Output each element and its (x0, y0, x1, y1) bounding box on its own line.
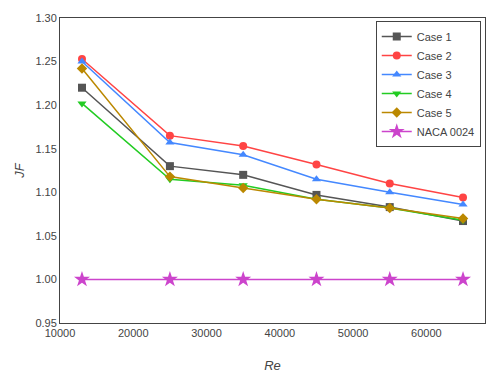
svg-text:1.10: 1.10 (35, 186, 56, 198)
svg-text:Case 1: Case 1 (417, 31, 452, 43)
svg-text:40000: 40000 (265, 327, 296, 339)
svg-text:1.05: 1.05 (35, 230, 56, 242)
svg-text:20000: 20000 (118, 327, 149, 339)
svg-text:1.25: 1.25 (35, 55, 56, 67)
svg-text:Case 3: Case 3 (417, 69, 452, 81)
svg-text:10000: 10000 (45, 327, 76, 339)
svg-text:1.20: 1.20 (35, 99, 56, 111)
svg-text:60000: 60000 (411, 327, 442, 339)
svg-text:1.00: 1.00 (35, 273, 56, 285)
svg-text:Case 4: Case 4 (417, 88, 452, 100)
svg-text:30000: 30000 (191, 327, 222, 339)
svg-text:Case 2: Case 2 (417, 50, 452, 62)
svg-text:JF: JF (12, 162, 27, 179)
svg-text:0.95: 0.95 (35, 317, 56, 329)
svg-text:1.15: 1.15 (35, 143, 56, 155)
svg-text:NACA 0024: NACA 0024 (417, 126, 474, 138)
svg-text:50000: 50000 (338, 327, 369, 339)
svg-text:Case 5: Case 5 (417, 107, 452, 119)
svg-text:Re: Re (264, 358, 281, 373)
svg-text:1.30: 1.30 (35, 12, 56, 24)
